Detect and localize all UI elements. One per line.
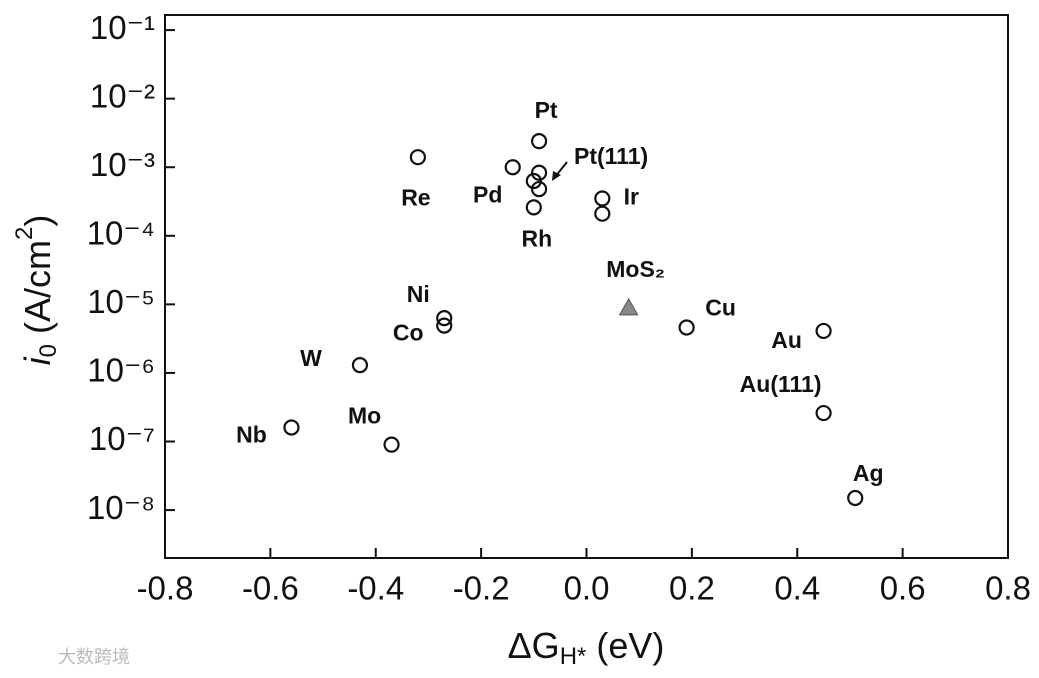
point-label: Rh — [521, 225, 552, 251]
x-tick-label: 0.8 — [985, 570, 1031, 607]
data-point — [436, 310, 453, 327]
x-tick-label: -0.2 — [453, 570, 510, 607]
data-point — [815, 322, 832, 340]
point-label: Ir — [624, 184, 639, 210]
watermark: 大数跨境 — [58, 647, 130, 667]
y-axis-title: i0 (A/cm2) — [11, 215, 62, 366]
y-title-part: (A/cm — [17, 240, 58, 344]
data-point — [525, 199, 542, 216]
data-point — [847, 489, 864, 507]
x-title-part: (eV) — [586, 625, 664, 666]
point-label: MoS₂ — [606, 256, 665, 282]
x-tick-label: 0.0 — [564, 570, 610, 607]
y-title-part: ) — [17, 215, 58, 227]
point-label: Co — [393, 320, 424, 346]
y-tick-label: 10⁻⁸ — [87, 489, 155, 526]
data-point — [525, 172, 542, 190]
data-point — [594, 205, 611, 222]
point-label: Ni — [407, 281, 430, 307]
x-title-part: ΔG — [508, 625, 560, 666]
point-label: Ag — [853, 460, 884, 486]
x-axis-title: ΔGH* (eV) — [508, 625, 665, 671]
data-point — [530, 180, 548, 198]
point-label: W — [300, 345, 322, 371]
y-title-sup: 2 — [11, 227, 38, 240]
y-tick-label: 10⁻⁴ — [87, 215, 155, 252]
data-point — [594, 190, 611, 207]
x-tick-label: 0.6 — [880, 570, 926, 607]
triangle-point — [618, 297, 639, 316]
point-label: Nb — [236, 422, 267, 448]
point-label: Re — [401, 184, 430, 210]
y-tick-label: 10⁻³ — [90, 146, 155, 183]
data-point — [436, 317, 453, 334]
y-title-part: i — [17, 356, 58, 365]
y-title-sub: 0 — [35, 344, 62, 357]
x-tick-label: -0.6 — [242, 570, 299, 607]
data-point — [530, 164, 548, 181]
x-tick-label: 0.2 — [669, 570, 715, 607]
point-label: Mo — [348, 403, 381, 429]
y-tick-label: 10⁻⁷ — [89, 420, 155, 457]
y-tick-label: 10⁻² — [90, 77, 155, 114]
point-label: Pt — [535, 97, 558, 123]
x-title-sub: H* — [560, 643, 587, 670]
data-point — [815, 404, 832, 422]
data-point — [678, 319, 695, 336]
point-label: Cu — [705, 295, 736, 321]
data-point — [409, 149, 426, 166]
y-tick-label: 10⁻¹ — [90, 9, 155, 46]
data-point — [351, 357, 369, 374]
x-tick-label: -0.8 — [137, 570, 194, 607]
y-tick-label: 10⁻⁶ — [87, 352, 155, 389]
data-point — [504, 159, 521, 176]
data-point — [283, 419, 300, 436]
x-tick-label: -0.4 — [347, 570, 404, 607]
x-tick-label: 0.4 — [774, 570, 820, 607]
data-point — [530, 133, 548, 150]
data-point — [383, 436, 400, 453]
point-label: Au — [771, 327, 802, 353]
arrow-head — [552, 171, 561, 181]
point-label: Au(111) — [740, 371, 822, 397]
point-label: Pd — [473, 181, 502, 207]
y-tick-label: 10⁻⁵ — [87, 283, 155, 320]
point-label: Pt(111) — [574, 143, 648, 169]
